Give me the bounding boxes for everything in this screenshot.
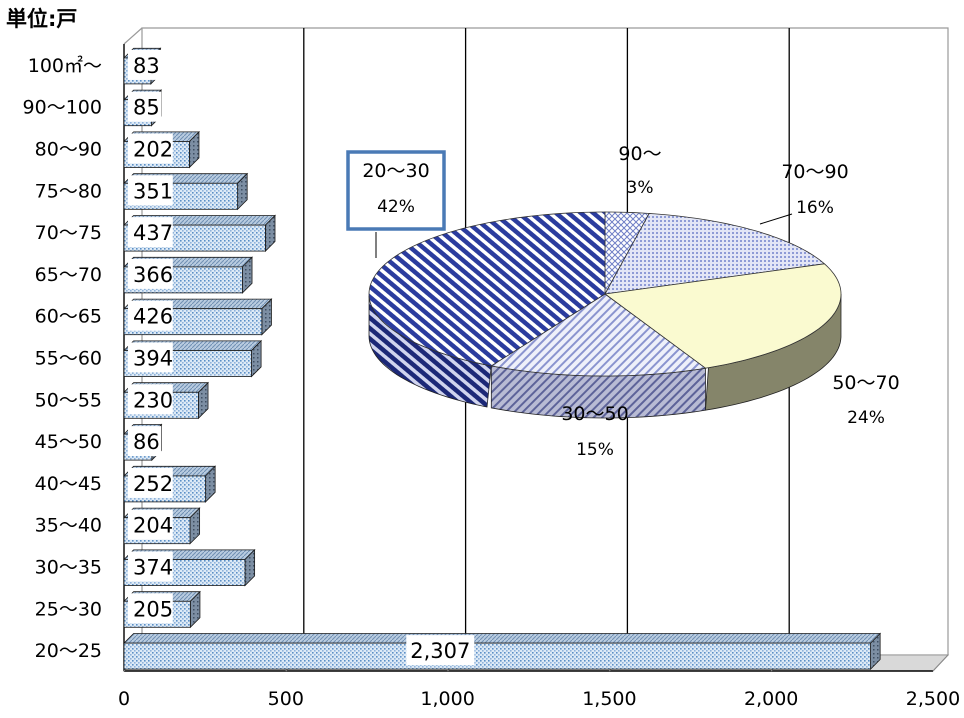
pie-label-name: 90〜 — [618, 143, 661, 165]
y-tick-label: 45〜50 — [35, 431, 102, 453]
pie-label: 90〜 3% — [618, 143, 661, 198]
bar — [123, 632, 882, 671]
y-tick-label: 65〜70 — [35, 264, 102, 286]
pie-slice — [490, 293, 707, 377]
value-label: 2,307 — [410, 639, 470, 663]
x-tick-label: 500 — [268, 688, 304, 710]
value-label: 202 — [133, 138, 173, 162]
x-tick-label: 1,000 — [420, 688, 474, 710]
y-tick-label: 80〜90 — [35, 139, 102, 161]
value-label: 83 — [133, 54, 160, 78]
y-tick-label: 60〜65 — [35, 306, 102, 328]
y-tick-label: 50〜55 — [35, 389, 102, 411]
pie-label: 30〜50 15% — [561, 403, 628, 460]
y-tick-label: 55〜60 — [35, 348, 102, 370]
bar-top — [123, 633, 882, 644]
pie-slice — [368, 211, 606, 367]
bar-front — [123, 642, 871, 670]
y-tick-label: 75〜80 — [35, 180, 102, 202]
pie-label-value: 24% — [847, 408, 885, 428]
floor-tick — [932, 654, 949, 672]
highlight-box — [346, 150, 446, 231]
value-label: 366 — [133, 263, 173, 287]
value-label: 252 — [133, 472, 173, 496]
pie-sides — [368, 293, 842, 419]
value-label-bg — [128, 300, 173, 331]
unit-label: 単位:戸 — [6, 7, 77, 31]
pie-label-value: 16% — [796, 198, 834, 218]
value-label-bg — [128, 217, 173, 248]
value-label-bg — [128, 258, 173, 289]
value-label: 204 — [133, 514, 173, 538]
value-label: 230 — [133, 388, 173, 412]
y-tick-label: 90〜100 — [23, 97, 102, 119]
pie-label-value: 42% — [377, 197, 415, 217]
y-tick-label: 100㎡〜 — [28, 54, 102, 77]
pie-label-value: 3% — [627, 178, 654, 198]
value-label-bg — [128, 49, 162, 80]
pie-label: 50〜70 24% — [832, 372, 899, 428]
value-label-bg — [128, 91, 162, 122]
x-tick-label: 0 — [118, 688, 130, 710]
leader-line — [759, 213, 793, 225]
x-tick-label: 2,500 — [906, 688, 960, 710]
value-label-bg — [128, 384, 173, 415]
pie-label-name: 50〜70 — [832, 372, 899, 394]
value-label: 374 — [133, 556, 173, 580]
value-label-bg — [128, 175, 173, 206]
y-tick-label: 35〜40 — [35, 515, 102, 537]
y-tick-label: 20〜25 — [35, 640, 102, 662]
value-label: 426 — [133, 305, 173, 329]
value-label-bg — [128, 551, 173, 582]
pie-label: 70〜90 16% — [781, 161, 848, 218]
wall-left-edge — [123, 27, 143, 45]
value-label: 437 — [133, 221, 173, 245]
value-label-bg — [128, 509, 173, 540]
value-label-bg — [406, 635, 475, 666]
y-tick-label: 25〜30 — [35, 598, 102, 620]
pie-slice — [604, 213, 826, 295]
value-label-bg — [128, 593, 173, 624]
pie-label-name: 30〜50 — [561, 403, 628, 425]
x-tick-label: 2,000 — [744, 688, 798, 710]
pie-label: 20〜30 42% — [346, 150, 446, 231]
value-label-bg — [128, 426, 162, 457]
value-label-bg — [128, 342, 173, 373]
pie-slice — [603, 263, 842, 369]
x-tick-label: 1,500 — [582, 688, 636, 710]
y-tick-label: 40〜45 — [35, 473, 102, 495]
y-tick-label: 30〜35 — [35, 557, 102, 579]
value-label: 394 — [133, 347, 173, 371]
pie-label-name: 70〜90 — [781, 161, 848, 183]
value-label-bg — [128, 467, 173, 498]
value-label: 86 — [133, 430, 160, 454]
value-label-bg — [128, 133, 173, 164]
value-label: 351 — [133, 179, 173, 203]
pie-label-name: 20〜30 — [362, 160, 429, 182]
value-label: 85 — [133, 96, 160, 120]
value-label: 205 — [133, 597, 173, 621]
y-tick-label: 70〜75 — [35, 222, 102, 244]
pie-label-value: 15% — [576, 440, 614, 460]
